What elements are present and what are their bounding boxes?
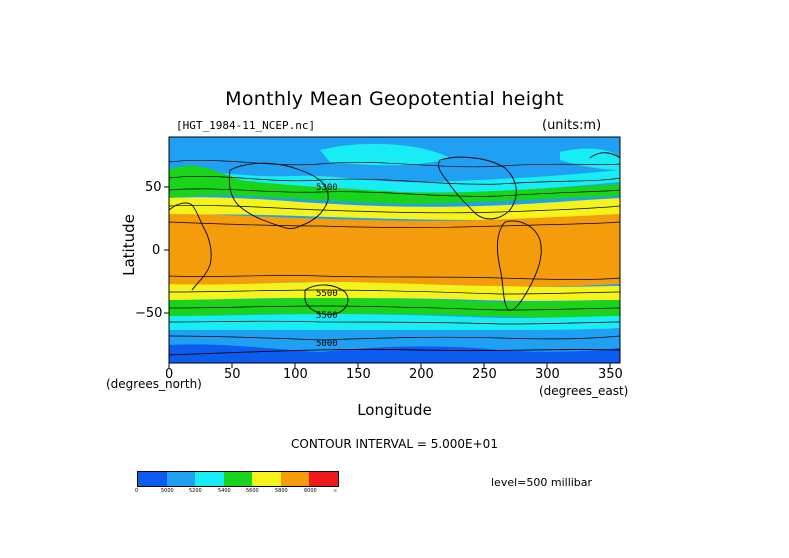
x-tick-label: 100 bbox=[283, 367, 308, 382]
contour-label: 5300 bbox=[316, 183, 338, 193]
colorbar-label: 6000 bbox=[304, 488, 317, 494]
colorbar-swatch bbox=[309, 472, 339, 486]
south-america-coast bbox=[497, 220, 542, 311]
units-label: (units:m) bbox=[542, 118, 602, 133]
africa-coast bbox=[169, 202, 212, 291]
tick-marks bbox=[164, 186, 611, 368]
tropical-band-5800 bbox=[169, 214, 620, 287]
contour-interval: CONTOUR INTERVAL = 5.000E+01 bbox=[291, 437, 498, 451]
south-band-5600 bbox=[169, 282, 620, 301]
greenland-coast bbox=[589, 152, 620, 159]
coastlines bbox=[169, 152, 620, 356]
colorbar-label: 5600 bbox=[246, 488, 259, 494]
y-tick-label: −50 bbox=[135, 306, 163, 321]
contour-lines bbox=[169, 159, 620, 341]
y-axis-label: Latitude bbox=[119, 214, 138, 276]
asia-coast bbox=[228, 162, 329, 229]
colorbar-swatch bbox=[252, 472, 281, 486]
south-band-5400 bbox=[169, 298, 620, 318]
colorbar-swatch bbox=[166, 472, 196, 486]
contour-label: 5500 bbox=[316, 311, 338, 321]
level-label: level=500 millibar bbox=[491, 476, 593, 489]
x-tick-label: 0 bbox=[165, 367, 174, 382]
map-title: Monthly Mean Geopotential height bbox=[225, 88, 564, 110]
x-axis-label: Longitude bbox=[357, 401, 432, 419]
colorbar-swatch bbox=[223, 472, 253, 486]
x-axis-units: (degrees_east) bbox=[539, 384, 629, 398]
contour-labels: 5300 5500 5500 5000 bbox=[316, 183, 338, 349]
australia-coast bbox=[304, 284, 349, 315]
x-tick-label: 50 bbox=[224, 367, 241, 382]
south-pole-region bbox=[169, 344, 620, 363]
antarctica-coast bbox=[169, 348, 620, 356]
colorbar-label: 5800 bbox=[275, 488, 288, 494]
y-tick-label: 50 bbox=[145, 180, 162, 195]
north-cyan-patch bbox=[320, 143, 450, 166]
y-axis-units: (degrees_north) bbox=[106, 377, 202, 391]
colorbar-swatch bbox=[280, 472, 310, 486]
colorbar-swatch bbox=[195, 472, 224, 486]
colorbar-label: 5400 bbox=[218, 488, 231, 494]
north-america-coast bbox=[437, 156, 517, 220]
colorbar-label: 5000 bbox=[161, 488, 174, 494]
contour-label: 5500 bbox=[316, 289, 338, 299]
contour-label: 5000 bbox=[316, 339, 338, 349]
x-tick-label: 200 bbox=[409, 367, 434, 382]
x-tick-label: 300 bbox=[535, 367, 560, 382]
north-band-5400 bbox=[169, 165, 620, 204]
colorbar-label: 0 bbox=[135, 488, 139, 494]
x-tick-label: 250 bbox=[472, 367, 497, 382]
colorbar-label: 5200 bbox=[189, 488, 202, 494]
north-band-5200 bbox=[169, 170, 620, 195]
x-tick-label: 350 bbox=[598, 367, 623, 382]
colorbar-swatch bbox=[138, 472, 167, 486]
colorbar bbox=[137, 471, 339, 487]
x-tick-label: 150 bbox=[346, 367, 371, 382]
y-tick-label: 0 bbox=[152, 243, 161, 258]
north-band-5600 bbox=[169, 197, 620, 220]
colorbar-label: ∞ bbox=[333, 488, 338, 494]
height-field bbox=[169, 137, 620, 363]
file-label: [HGT_1984-11_NCEP.nc] bbox=[176, 119, 316, 132]
